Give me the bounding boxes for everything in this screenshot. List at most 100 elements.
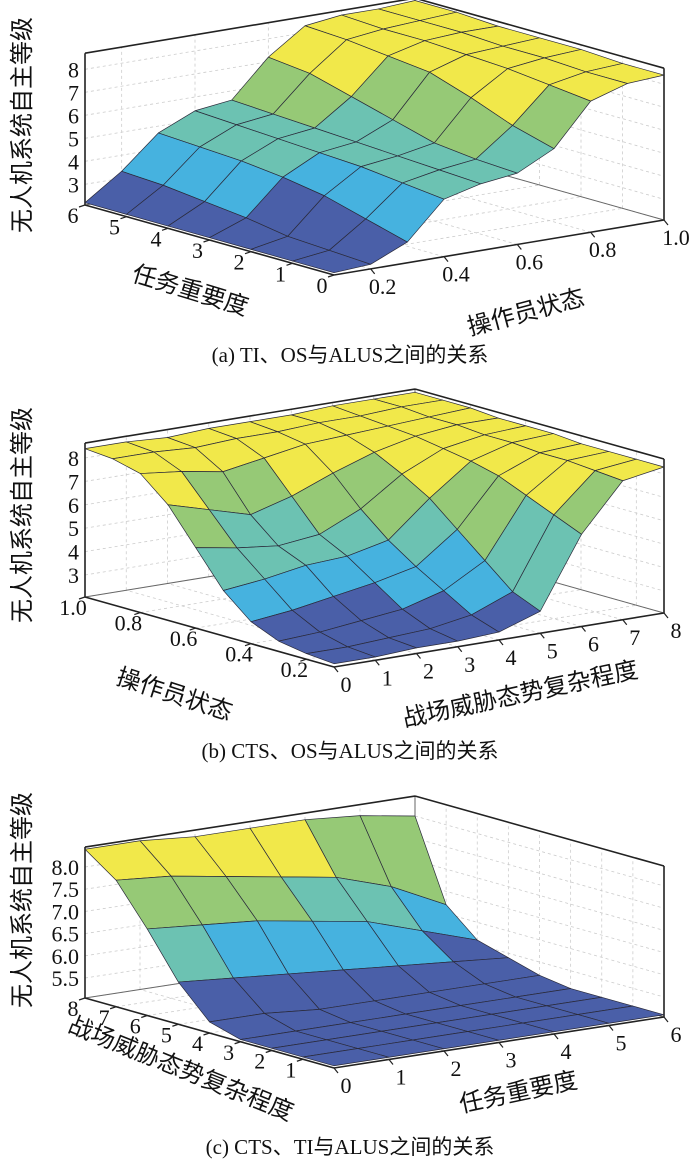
tick-mark: [590, 231, 596, 238]
axis-box-edge: [84, 795, 416, 848]
z-axis-title: 无人机系统自主等级: [8, 407, 36, 623]
z-tick-label: 5: [68, 126, 79, 151]
right-axis-tick-label: 0.8: [589, 237, 617, 262]
left-axis-tick-label: 5: [109, 215, 120, 240]
left-axis-tick-label: 2: [254, 1049, 265, 1074]
tick-mark: [300, 658, 307, 662]
tick-mark: [416, 653, 421, 659]
z-tick-label: 8: [68, 446, 79, 471]
left-axis-title: 操作员状态: [113, 663, 236, 727]
tick-mark: [498, 639, 504, 646]
tick-mark: [663, 219, 669, 226]
left-axis-tick-label: 1: [275, 261, 286, 286]
left-axis-tick-label: 0.4: [225, 642, 253, 667]
tick-mark: [498, 1042, 504, 1048]
left-axis-tick-label: 0.8: [115, 611, 143, 636]
tick-mark: [265, 1049, 272, 1054]
axis-line: [333, 219, 665, 276]
tick-mark: [370, 268, 376, 275]
tick-mark: [109, 1006, 117, 1010]
tick-mark: [172, 1023, 179, 1027]
chart-caption: (b) CTS、OS与ALUS之间的关系: [202, 739, 499, 763]
surface-patch: [292, 249, 372, 274]
tick-mark: [457, 646, 463, 653]
tick-mark: [388, 1059, 394, 1065]
axis-box-edge: [414, 388, 665, 460]
tick-mark: [553, 1033, 559, 1040]
grid-line: [268, 174, 518, 245]
right-axis-tick-label: 6: [671, 1022, 682, 1047]
left-axis-tick-label: 3: [192, 238, 203, 263]
z-tick-label: 5: [68, 516, 79, 541]
grid-line: [414, 815, 665, 887]
grid-line: [341, 161, 591, 233]
left-axis-tick-label: 2: [234, 250, 245, 275]
left-axis-tick-label: 0: [317, 273, 328, 298]
surface-patch: [302, 1048, 390, 1067]
tick-mark: [203, 1032, 210, 1036]
z-tick-label: 3: [68, 172, 79, 197]
tick-mark: [78, 596, 86, 600]
z-tick-label: 4: [68, 540, 79, 565]
tick-mark: [203, 239, 210, 243]
right-axis-tick-label: 1.0: [662, 225, 690, 250]
grid-line: [332, 556, 582, 627]
tick-mark: [244, 643, 252, 647]
right-axis-title: 战场威胁态势复杂程度: [400, 656, 641, 733]
left-axis-tick-label: 4: [151, 226, 162, 251]
tick-mark: [622, 619, 628, 626]
tick-mark: [161, 227, 169, 231]
grid-line: [414, 882, 665, 954]
tick-mark: [78, 204, 86, 208]
z-tick-label: 3: [68, 563, 79, 588]
left-axis-tick-label: 8: [68, 996, 79, 1021]
z-tick-label: 4: [68, 149, 79, 174]
tick-mark: [141, 1014, 148, 1019]
right-axis-tick-label: 0.2: [369, 274, 397, 299]
tick-mark: [663, 612, 669, 619]
z-tick-label: 5.5: [52, 966, 80, 991]
axis-box-edge: [84, 0, 410, 54]
z-tick-label: 7: [68, 80, 79, 105]
z-tick-label: 6: [68, 493, 79, 518]
left-axis-tick-label: 7: [99, 1005, 110, 1030]
left-axis-tick-label: 6: [68, 203, 79, 228]
tick-mark: [516, 244, 522, 250]
z-tick-label: 7: [68, 469, 79, 494]
left-axis-tick-label: 3: [223, 1040, 234, 1065]
surface-patch: [305, 646, 376, 665]
right-axis-tick-label: 7: [629, 625, 640, 650]
tick-mark: [327, 274, 335, 278]
right-axis-tick-label: 5: [616, 1031, 627, 1056]
left-axis-tick-label: 6: [130, 1014, 141, 1039]
axis-line: [84, 596, 335, 668]
grid-line: [414, 860, 665, 931]
tick-mark: [374, 659, 380, 666]
axis-box-edge: [418, 0, 665, 69]
right-axis-tick-label: 2: [451, 1056, 462, 1081]
z-tick-label: 6.0: [52, 944, 80, 969]
right-axis-tick-label: 4: [561, 1039, 572, 1064]
tick-mark: [443, 1050, 449, 1057]
tick-mark: [234, 1041, 241, 1045]
z-axis-title: 无人机系统自主等级: [8, 17, 36, 233]
right-axis-tick-label: 6: [588, 632, 599, 657]
left-axis-tick-label: 1.0: [59, 595, 87, 620]
z-tick-label: 6: [68, 103, 79, 128]
axis-box-edge: [84, 388, 416, 444]
chart-caption: (c) CTS、TI与ALUS之间的关系: [206, 1135, 495, 1159]
tick-mark: [286, 262, 293, 266]
right-axis-tick-label: 2: [423, 659, 434, 684]
right-axis-tick-label: 0: [341, 1073, 352, 1098]
left-axis-tick-label: 1: [285, 1057, 296, 1082]
tick-mark: [539, 632, 545, 639]
tick-mark: [333, 666, 339, 673]
tick-mark: [134, 611, 141, 616]
right-axis-tick-label: 4: [506, 645, 517, 670]
right-axis-tick-label: 8: [671, 618, 682, 643]
right-axis-tick-label: 0.4: [442, 262, 470, 287]
grid-line: [414, 837, 665, 909]
